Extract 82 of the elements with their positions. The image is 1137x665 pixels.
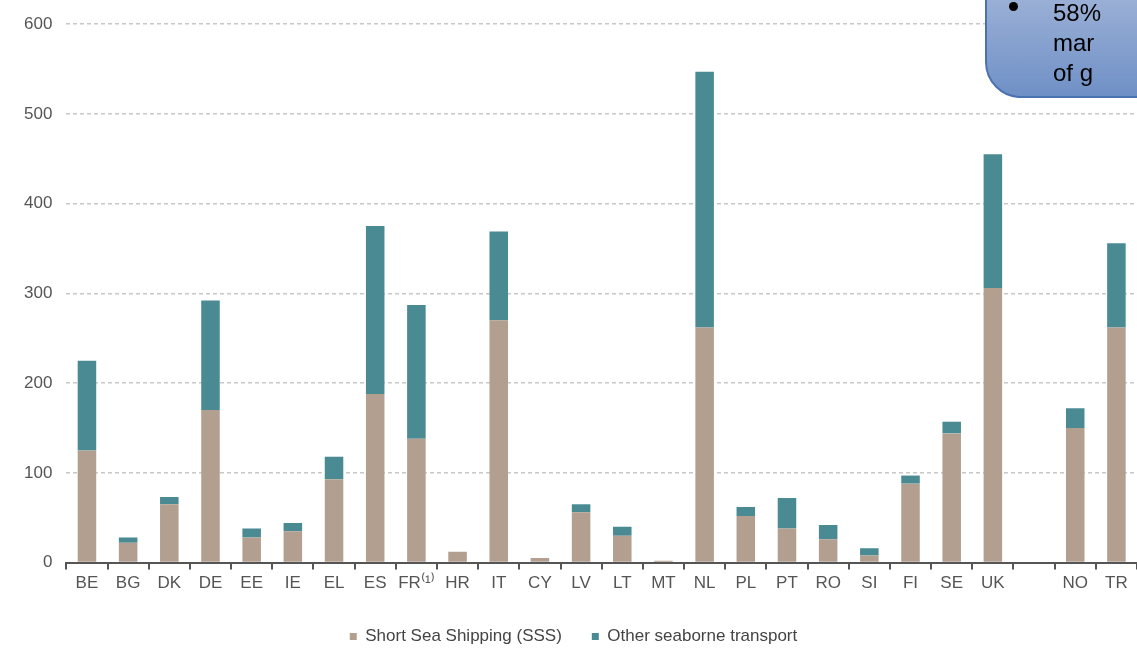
- x-tick-label: BE: [75, 573, 99, 593]
- x-tick-label: ES: [363, 573, 387, 593]
- x-tick-label: NO: [1062, 573, 1088, 593]
- callout-box: 58% mar of g: [985, 0, 1137, 98]
- x-tick-label: SE: [940, 573, 964, 593]
- x-tick-label: PL: [735, 573, 757, 593]
- bar: [860, 548, 879, 556]
- bar: [242, 537, 261, 562]
- bar: [901, 475, 920, 484]
- bar: [201, 410, 220, 562]
- annotation: 58% mar of g: [1053, 0, 1103, 88]
- legend-label: Other seaborne transport: [607, 626, 798, 646]
- y-tick-label: 0: [42, 552, 53, 572]
- x-tick-label: PT: [776, 573, 798, 593]
- x-tick-label: NL: [693, 573, 716, 593]
- bar: [942, 421, 961, 434]
- bar: [407, 305, 426, 439]
- y-tick-label: 200: [23, 372, 53, 392]
- bar: [448, 551, 467, 562]
- bar: [407, 438, 426, 562]
- bar: [860, 555, 879, 562]
- bar: [283, 531, 303, 562]
- x-tick-label: SI: [861, 573, 878, 593]
- bar: [818, 539, 838, 562]
- bar: [983, 288, 1003, 562]
- x-tick-label: DE: [198, 573, 223, 593]
- x-tick-label: IE: [284, 573, 301, 593]
- x-tick-label: UK: [981, 573, 1006, 593]
- bar: [1107, 327, 1126, 562]
- x-tick-label: TR: [1105, 573, 1128, 593]
- bar: [613, 535, 632, 562]
- y-tick-label: 600: [23, 13, 53, 33]
- x-tick-label: LV: [571, 573, 592, 593]
- legend-label: Short Sea Shipping (SSS): [365, 626, 562, 646]
- bar: [613, 526, 632, 536]
- bar: [242, 528, 261, 538]
- x-tick-label: BG: [115, 573, 141, 593]
- bar: [1065, 428, 1085, 562]
- bar: [160, 497, 179, 505]
- bar: [324, 456, 344, 480]
- bar: [489, 231, 508, 321]
- y-tick-label: 100: [23, 462, 53, 482]
- bar: [571, 504, 591, 513]
- bar: [983, 154, 1003, 289]
- x-tick-label: EL: [323, 573, 345, 593]
- bar: [777, 528, 797, 562]
- x-tick-label: CY: [528, 573, 552, 593]
- bar: [901, 483, 920, 562]
- x-tick-label: RO: [815, 573, 841, 593]
- bar: [283, 523, 303, 532]
- bar: [695, 71, 714, 328]
- x-tick-label: LT: [612, 573, 632, 593]
- bar: [530, 558, 550, 562]
- x-tick-label: EE: [240, 573, 264, 593]
- bar: [489, 320, 508, 562]
- bar: [736, 515, 756, 562]
- bar: [118, 542, 138, 562]
- bar: [1107, 243, 1126, 328]
- bar: [201, 300, 220, 411]
- y-tick-label: 400: [23, 193, 53, 213]
- bar: [365, 393, 385, 562]
- x-tick-label: DK: [157, 573, 182, 593]
- bar: [118, 537, 138, 543]
- bar: [77, 360, 97, 451]
- bar: [695, 327, 714, 562]
- bar: [77, 450, 97, 562]
- y-tick-label: 300: [23, 283, 53, 303]
- bar: [365, 226, 385, 394]
- bar: [818, 524, 838, 540]
- bar: [777, 497, 797, 529]
- x-tick-label: MT: [651, 573, 676, 593]
- bar: [160, 504, 179, 562]
- x-tick-label: IT: [491, 573, 507, 593]
- x-tick-label: FI: [902, 573, 919, 593]
- x-tick-label: FR⁽¹⁾: [398, 572, 435, 593]
- bar: [324, 479, 344, 562]
- y-tick-label: 500: [23, 103, 53, 123]
- bar: [942, 433, 961, 562]
- bar: [571, 512, 591, 562]
- bar: [1065, 408, 1085, 428]
- x-tick-label: HR: [445, 573, 470, 593]
- bar: [736, 506, 756, 516]
